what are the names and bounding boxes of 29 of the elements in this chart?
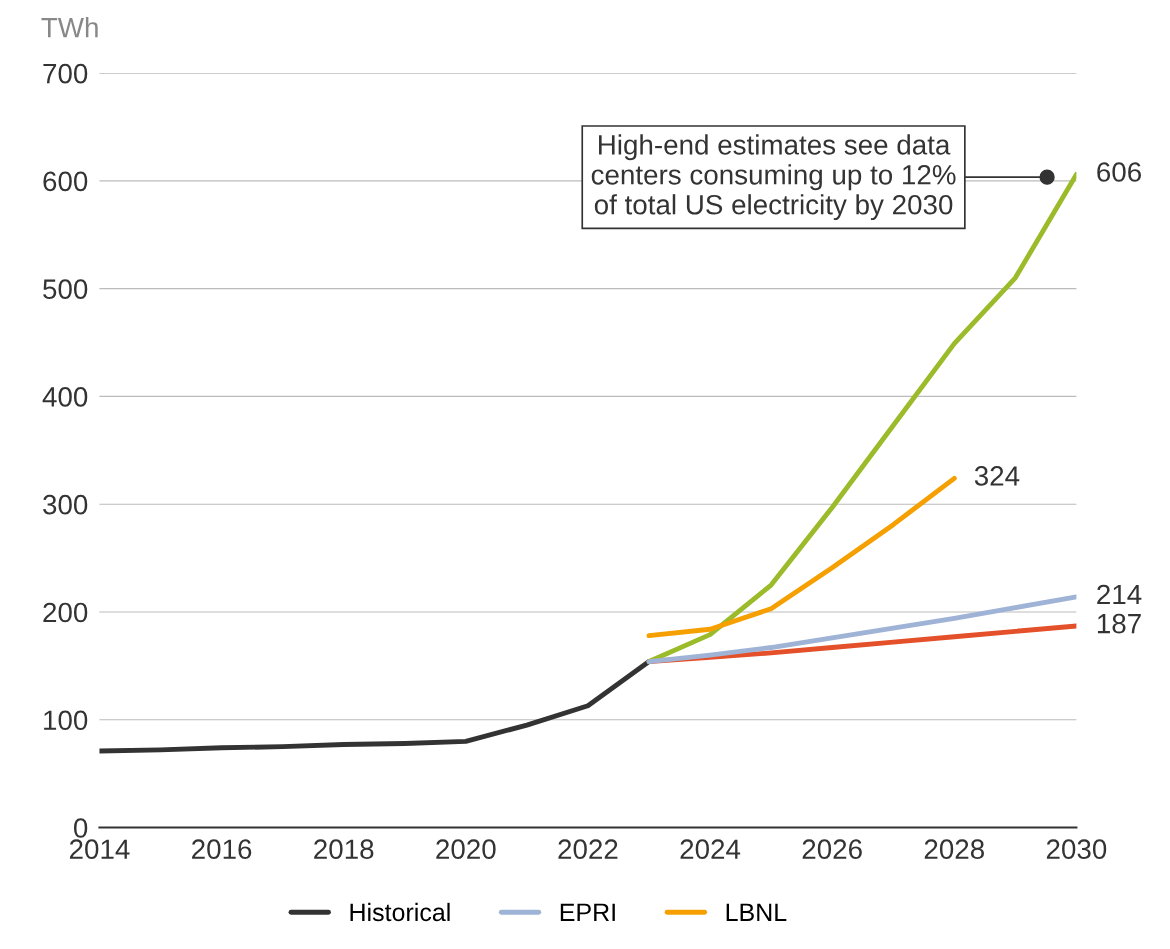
line-series (646, 594, 1077, 664)
x-tick-label: 2016 (192, 839, 252, 860)
data-label: 214 (1097, 584, 1142, 605)
y-tick-label: 300 (43, 494, 88, 515)
annotation: High-end estimates see data centers consuming up to 12% of total US electricity by 2030 (591, 134, 956, 221)
y-axis-title: TWh (41, 17, 98, 38)
x-tick-label: 2020 (436, 839, 496, 860)
y-tick-label: 500 (43, 279, 88, 299)
legend-label: EPRI (560, 903, 615, 921)
line-series (99, 659, 652, 754)
data-label: 606 (1097, 162, 1141, 182)
legend-label: Historical (350, 902, 450, 922)
y-tick-label: 0 (73, 818, 88, 838)
data-label: 324 (974, 466, 1020, 486)
y-tick-label: 700 (43, 63, 88, 84)
x-tick-label: 2028 (924, 839, 984, 860)
x-tick-label: 2018 (314, 839, 374, 860)
x-tick-label: 2022 (558, 839, 618, 860)
legend-label: LBNL (726, 903, 787, 921)
line-series (646, 475, 957, 639)
y-tick-label: 600 (43, 171, 88, 192)
x-tick-label: 2014 (69, 839, 130, 860)
y-tick-label: 200 (43, 602, 88, 623)
y-tick-label: 100 (44, 710, 88, 731)
x-tick-label: 2030 (1046, 839, 1107, 860)
data-label: 187 (1097, 613, 1141, 634)
x-tick-label: 2026 (802, 839, 862, 860)
y-tick-label: 400 (42, 387, 88, 407)
x-tick-label: 2024 (680, 839, 741, 860)
